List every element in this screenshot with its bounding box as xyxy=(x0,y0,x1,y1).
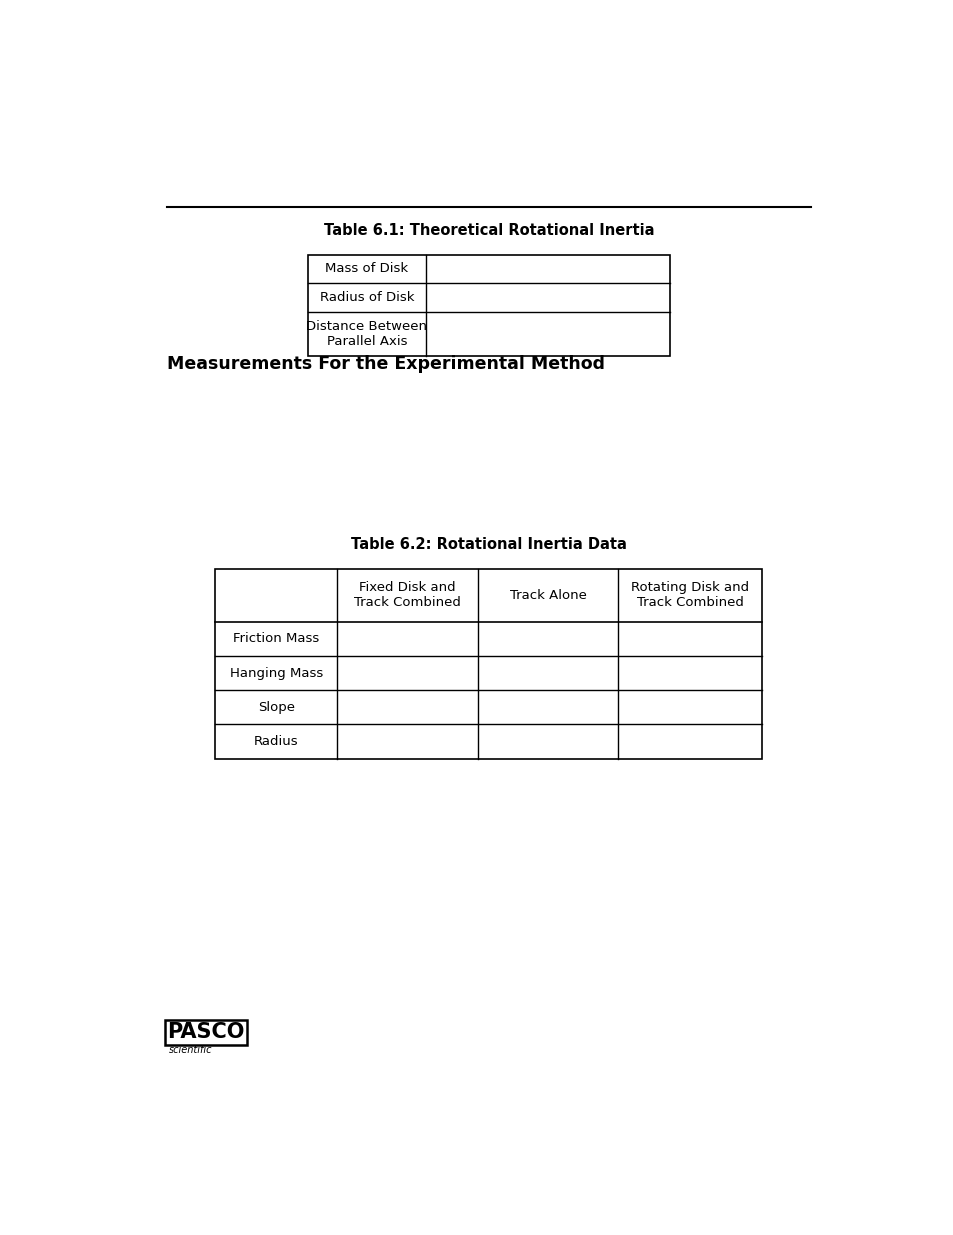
Bar xyxy=(215,568,761,758)
Text: Rotating Disk and
Track Combined: Rotating Disk and Track Combined xyxy=(631,582,749,609)
Text: Radius of Disk: Radius of Disk xyxy=(319,291,414,304)
Text: Track Alone: Track Alone xyxy=(509,589,586,601)
Text: Table 6.1: Theoretical Rotational Inertia: Table 6.1: Theoretical Rotational Inerti… xyxy=(323,222,654,237)
Text: Fixed Disk and
Track Combined: Fixed Disk and Track Combined xyxy=(354,582,460,609)
Text: scientific: scientific xyxy=(169,1045,213,1055)
Text: Friction Mass: Friction Mass xyxy=(233,632,319,646)
Text: PASCO: PASCO xyxy=(167,1023,244,1042)
Text: Hanging Mass: Hanging Mass xyxy=(230,667,323,679)
Text: Distance Between
Parallel Axis: Distance Between Parallel Axis xyxy=(306,320,427,347)
Text: Table 6.2: Rotational Inertia Data: Table 6.2: Rotational Inertia Data xyxy=(351,537,626,552)
Text: Radius: Radius xyxy=(253,735,298,748)
Text: Slope: Slope xyxy=(257,700,294,714)
Text: Mass of Disk: Mass of Disk xyxy=(325,263,408,275)
Text: Measurements For the Experimental Method: Measurements For the Experimental Method xyxy=(167,354,604,373)
Bar xyxy=(308,254,669,356)
